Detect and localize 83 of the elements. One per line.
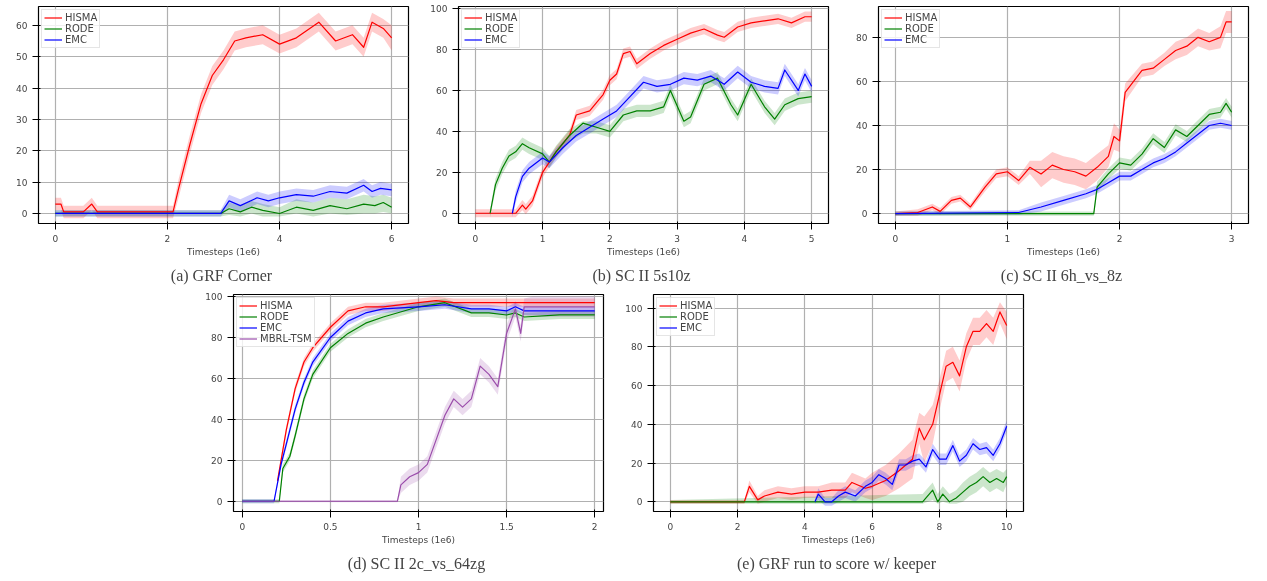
- x-tick-label: 2: [1116, 233, 1123, 244]
- x-tick-label: 0: [52, 233, 59, 244]
- x-axis-title: Timesteps (1e6): [800, 534, 876, 545]
- legend-label: RODE: [680, 311, 709, 322]
- x-axis-title: Timesteps (1e6): [605, 246, 681, 257]
- y-tick-label: 40: [436, 126, 448, 137]
- legend-label: EMC: [485, 34, 507, 45]
- x-tick-label: 0.5: [323, 521, 338, 532]
- y-tick-label: 80: [856, 32, 868, 43]
- legend-label: EMC: [680, 322, 702, 333]
- y-tick-label: 40: [16, 83, 28, 94]
- y-tick-label: 30: [16, 114, 28, 125]
- x-tick-label: 10: [1000, 521, 1013, 532]
- y-tick-label: 20: [211, 455, 223, 466]
- y-tick-label: 80: [631, 342, 643, 353]
- y-tick-label: 50: [16, 52, 28, 63]
- y-tick-label: 20: [631, 458, 643, 469]
- y-tick-label: 20: [856, 165, 868, 176]
- text: (e) GRF run to score w/ keeper: [736, 554, 937, 573]
- legend-label: RODE: [905, 23, 934, 34]
- x-tick-label: 0: [472, 233, 479, 244]
- y-tick-label: 80: [436, 44, 448, 55]
- legend-label: EMC: [905, 34, 927, 45]
- text: (c) SC II 6h_vs_8z: [1000, 266, 1123, 285]
- x-tick-label: 3: [674, 233, 681, 244]
- y-tick-label: 0: [216, 496, 223, 507]
- x-tick-label: 2: [734, 521, 741, 532]
- y-tick-label: 60: [631, 381, 643, 392]
- x-tick-label: 2: [164, 233, 171, 244]
- text: (b) SC II 5s10z: [592, 266, 691, 285]
- legend-label: RODE: [260, 311, 289, 322]
- x-tick-label: 0: [667, 521, 674, 532]
- x-tick-label: 2: [607, 233, 613, 244]
- legend-label: EMC: [260, 322, 282, 333]
- x-tick-label: 1: [415, 521, 422, 532]
- y-tick-label: 20: [436, 167, 448, 178]
- x-tick-label: 4: [276, 233, 283, 244]
- y-tick-label: 0: [21, 208, 28, 219]
- y-tick-label: 60: [211, 373, 223, 384]
- legend-label: MBRL-TSM: [260, 333, 312, 344]
- legend-label: RODE: [485, 23, 514, 34]
- x-tick-label: 1: [539, 233, 546, 244]
- line-series: [669, 476, 1008, 503]
- text: (d) SC II 2c_vs_64zg: [347, 554, 486, 573]
- y-tick-label: 60: [16, 20, 28, 31]
- x-tick-label: 0: [239, 521, 246, 532]
- x-tick-label: 1: [1004, 233, 1011, 244]
- x-axis-title: Timesteps (1e6): [1025, 246, 1101, 257]
- y-tick-label: 0: [441, 208, 448, 219]
- y-tick-label: 60: [856, 76, 868, 87]
- line-series: [54, 184, 393, 215]
- legend-label: HISMA: [260, 300, 293, 311]
- x-tick-label: 6: [388, 233, 395, 244]
- y-tick-label: 80: [211, 332, 223, 343]
- legend-label: HISMA: [65, 12, 98, 23]
- x-tick-label: 6: [869, 521, 876, 532]
- legend-label: EMC: [65, 34, 87, 45]
- x-axis-title: Timesteps (1e6): [185, 246, 261, 257]
- x-tick-label: 8: [936, 521, 943, 532]
- x-tick-label: 1.5: [499, 521, 514, 532]
- y-tick-label: 40: [856, 120, 868, 131]
- x-tick-label: 4: [802, 521, 808, 532]
- x-tick-label: 3: [1228, 233, 1235, 244]
- y-tick-label: 40: [211, 414, 223, 425]
- x-tick-label: 5: [808, 233, 815, 244]
- legend-label: RODE: [65, 23, 94, 34]
- y-tick-label: 10: [16, 177, 28, 188]
- legend-label: HISMA: [485, 12, 518, 23]
- y-tick-label: 0: [861, 209, 868, 220]
- y-tick-label: 100: [625, 303, 643, 314]
- y-tick-label: 60: [436, 85, 448, 96]
- x-axis-title: Timesteps (1e6): [380, 534, 456, 545]
- legend-label: HISMA: [905, 12, 938, 23]
- x-tick-label: 4: [741, 233, 748, 244]
- x-tick-label: 0: [892, 233, 899, 244]
- y-tick-label: 100: [205, 292, 223, 303]
- legend-label: HISMA: [680, 300, 713, 311]
- text: (a) GRF Corner: [170, 266, 273, 285]
- y-tick-label: 100: [430, 4, 448, 15]
- y-tick-label: 20: [16, 146, 28, 157]
- y-tick-label: 40: [631, 419, 643, 430]
- y-tick-label: 0: [636, 497, 643, 508]
- x-tick-label: 2: [591, 521, 598, 532]
